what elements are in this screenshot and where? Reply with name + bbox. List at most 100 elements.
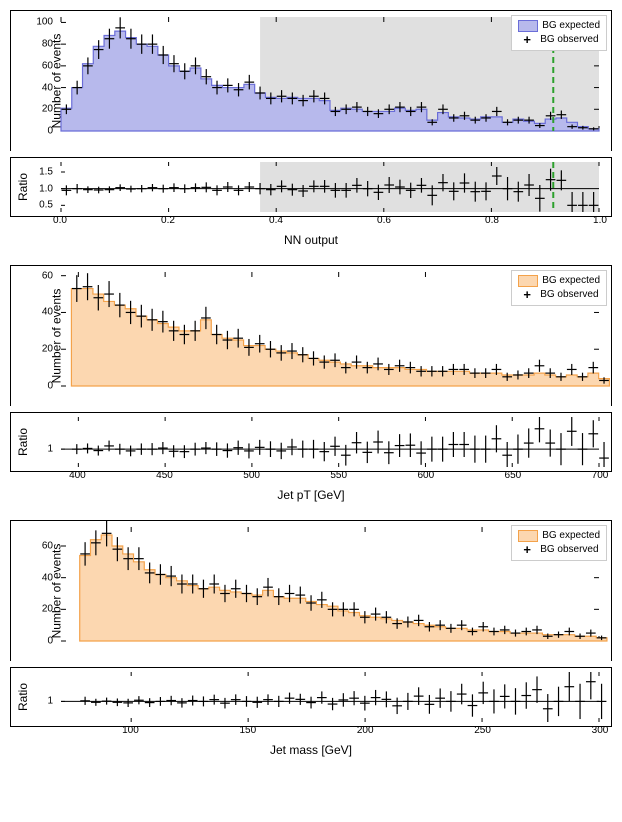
- jetmass-ratio-plotarea: [61, 672, 599, 722]
- jetmass-ratio-point: [285, 693, 295, 704]
- jetpt-ratio-point: [147, 443, 157, 455]
- nn-xtick: 0.2: [161, 215, 175, 226]
- jetpt-ratio-point: [384, 441, 394, 464]
- nn-ratio-chart: Ratio0.51.01.5: [10, 157, 612, 217]
- jetmass-ratio-point: [188, 696, 198, 706]
- jetmass-ratio-svg: [61, 672, 599, 722]
- jetmass-xlabel: Jet mass [GeV]: [10, 743, 612, 757]
- jetmass-ratio-point: [425, 695, 435, 714]
- nn-ratio-point: [234, 185, 244, 195]
- nn-ratio-ytick: 1.5: [39, 167, 53, 178]
- nn-ratio-point: [72, 184, 82, 193]
- jetpt-ytick: 0: [47, 381, 53, 392]
- jetmass-ratio-point: [123, 699, 133, 707]
- jetmass-xtick: 150: [239, 725, 256, 736]
- nn-ratio-point: [62, 185, 72, 195]
- jetmass-ratio-point: [564, 672, 574, 701]
- jetpt-ratio-point: [513, 435, 523, 464]
- jetpt-ratio-point: [287, 439, 297, 455]
- jetmass-ratio-point: [414, 687, 424, 705]
- nn-ratio-ytick: 0.5: [39, 200, 53, 211]
- jetmass-ratio-yticks: 1: [11, 672, 57, 722]
- jetmass-ratio-point: [209, 695, 219, 705]
- jetpt-ratio-point: [588, 420, 598, 447]
- nn-ratio-point: [201, 182, 211, 192]
- jetpt-xtick: 600: [417, 470, 434, 481]
- legend-swatch-expected: [518, 20, 538, 32]
- legend-row-observed: +BG observed: [518, 543, 600, 557]
- jetmass-ratio-point: [306, 697, 316, 709]
- jetmass-legend: BG expected+BG observed: [511, 525, 607, 561]
- jetmass-ratio-point: [80, 697, 90, 705]
- jetmass-ratio-point: [231, 694, 241, 705]
- jetmass-obs-point: [586, 630, 596, 637]
- jetmass-ratio-point: [500, 684, 510, 708]
- legend-label-expected: BG expected: [542, 529, 600, 543]
- jetmass-ratio-point: [532, 676, 542, 702]
- jetpt-ratio-point: [190, 443, 200, 456]
- legend-row-observed: +BG observed: [518, 288, 600, 302]
- nn-main-chart: Number of events020406080100BG expected+…: [10, 10, 612, 151]
- jetpt-obs-point: [588, 362, 598, 374]
- jetmass-ratio-point: [295, 694, 305, 705]
- jetpt-ratio-point: [524, 428, 534, 457]
- nn-ratio-point: [191, 183, 201, 192]
- jetpt-ratio-point: [459, 432, 469, 457]
- legend-label-observed: BG observed: [540, 288, 598, 302]
- nn-ratio-point: [244, 182, 254, 192]
- nn-ratio-point: [126, 186, 136, 193]
- jetpt-xtick: 400: [69, 470, 86, 481]
- nn-xtick: 0.6: [377, 215, 391, 226]
- legend-label-expected: BG expected: [542, 274, 600, 288]
- jetmass-ratio-point: [349, 691, 359, 705]
- jetmass-ytick: 0: [47, 636, 53, 647]
- jetpt-ratio-point: [158, 442, 168, 454]
- jetpt-ratio-point: [169, 445, 179, 457]
- jetpt-ratio-point: [330, 437, 340, 456]
- legend-label-expected: BG expected: [542, 19, 600, 33]
- jetpt-xtick: 650: [505, 470, 522, 481]
- jetmass-ytick: 60: [42, 541, 53, 552]
- jetmass-ytick: 20: [42, 604, 53, 615]
- jetpt-ratio-point: [201, 442, 211, 454]
- legend-label-observed: BG observed: [540, 543, 598, 557]
- jetmass-ratio-point: [338, 693, 348, 707]
- nn-ratio-plotarea: [61, 162, 599, 212]
- nn-ratio-point: [148, 184, 158, 191]
- jetpt-ratio-point: [492, 425, 502, 452]
- jetmass-ratio-point: [371, 690, 381, 705]
- jetpt-yticks: 0204060: [11, 272, 57, 386]
- jetpt-ratio-point: [255, 440, 265, 455]
- jetmass-ratio-point: [113, 698, 123, 706]
- jetpt-ratio-point: [599, 442, 609, 467]
- nn-ratio-svg: [61, 162, 599, 212]
- jetpt-ratio-point: [276, 443, 286, 459]
- legend-row-expected: BG expected: [518, 274, 600, 288]
- figure-root: Number of events020406080100BG expected+…: [10, 10, 612, 757]
- nn-ratio-point: [180, 184, 190, 193]
- nn-ytick: 40: [42, 82, 53, 93]
- nn-ratio-ytick: 1.0: [39, 183, 53, 194]
- jetpt-ratio-point: [104, 441, 114, 452]
- jetmass-ratio-point: [392, 698, 402, 714]
- jetmass-ratio-point: [134, 696, 144, 704]
- jetpt-ratio-point: [362, 442, 372, 463]
- nn-ytick: 100: [36, 17, 53, 28]
- jetpt-xtick: 700: [592, 470, 609, 481]
- jetmass-ratio-point: [166, 696, 176, 705]
- jetmass-ratio-point: [478, 682, 488, 704]
- jetpt-ratio-point: [244, 443, 254, 458]
- panel-nn: Number of events020406080100BG expected+…: [10, 10, 612, 247]
- nn-ratio-shade: [260, 162, 599, 212]
- jetmass-xtick: 300: [592, 725, 609, 736]
- jetpt-ratio-point: [137, 443, 147, 454]
- jetmass-ratio-point: [403, 693, 413, 710]
- jetpt-ytick: 60: [42, 270, 53, 281]
- nn-legend: BG expected+BG observed: [511, 15, 607, 51]
- jetmass-ratio-point: [177, 698, 187, 707]
- jetmass-xtick: 100: [122, 725, 139, 736]
- jetpt-xtick: 500: [243, 470, 260, 481]
- jetmass-ratio-point: [252, 697, 262, 708]
- jetmass-ratio-point: [446, 691, 456, 712]
- jetmass-ratio-point: [263, 694, 273, 705]
